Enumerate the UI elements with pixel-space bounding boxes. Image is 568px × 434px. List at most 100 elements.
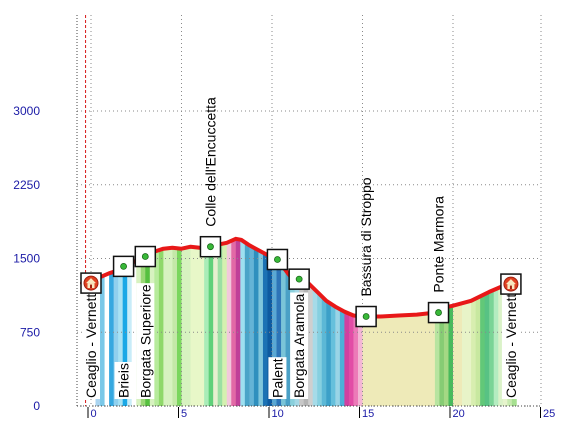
terrain-band <box>186 247 191 406</box>
terrain-band <box>453 305 458 406</box>
terrain-band <box>118 269 124 406</box>
terrain-band <box>439 308 445 406</box>
terrain-band <box>213 245 219 406</box>
terrain-band <box>335 307 341 406</box>
x-tick-label: 15 <box>362 408 374 420</box>
terrain-band <box>100 276 105 406</box>
waypoint-label-bg <box>268 357 287 399</box>
waypoint-marker[interactable] <box>288 268 310 290</box>
terrain-band <box>127 264 133 406</box>
terrain-band <box>113 271 119 406</box>
terrain-band <box>163 248 169 406</box>
terrain-band <box>308 285 314 406</box>
terrain-band <box>258 251 264 406</box>
terrain-band <box>176 248 182 406</box>
waypoint-marker[interactable] <box>134 245 157 268</box>
terrain-band <box>249 246 255 406</box>
terrain-band <box>403 315 409 406</box>
waypoint-marker[interactable] <box>199 235 222 258</box>
waypoint-label: Colle dell'Encuccetta <box>202 97 218 227</box>
terrain-band <box>421 313 427 406</box>
terrain-band <box>244 243 250 406</box>
flag-icon <box>362 313 370 320</box>
terrain-band <box>489 290 495 406</box>
terrain-band <box>394 315 400 406</box>
terrain-band <box>484 293 490 406</box>
terrain-band <box>416 314 422 406</box>
terrain-band <box>262 253 268 406</box>
waypoint-label-bg <box>114 361 133 399</box>
terrain-band <box>466 301 472 406</box>
x-tick-label: 10 <box>272 408 284 420</box>
flag-icon <box>207 243 214 251</box>
terrain-band <box>131 261 137 406</box>
terrain-band <box>457 303 463 406</box>
waypoint-marker[interactable] <box>355 305 377 328</box>
terrain-band <box>348 314 354 406</box>
flag-icon <box>141 253 149 260</box>
terrain-band <box>321 298 327 406</box>
terrain-band <box>122 266 128 406</box>
flag-icon <box>120 262 127 270</box>
waypoint-label-bg <box>290 292 309 399</box>
terrain-band <box>339 310 345 406</box>
terrain-band <box>158 249 164 406</box>
terrain-band <box>276 262 282 406</box>
terrain-band <box>385 316 391 406</box>
y-tick-label: 1500 <box>13 252 40 266</box>
terrain-band <box>312 289 318 406</box>
terrain-band <box>371 316 377 406</box>
flag-icon <box>274 256 281 263</box>
x-tick-label: 20 <box>453 408 465 420</box>
terrain-band <box>344 312 350 406</box>
terrain-band <box>172 247 178 406</box>
terrain-band <box>235 239 241 406</box>
waypoint-label: Ceaglio - Vernetti <box>503 291 519 398</box>
terrain-band <box>195 247 200 406</box>
waypoint-label: Ceaglio - Vernetti <box>83 291 99 398</box>
terrain-band <box>190 246 196 406</box>
x-tick-label: 0 <box>91 408 97 420</box>
waypoint-marker[interactable] <box>112 255 135 278</box>
terrain-band <box>357 316 363 406</box>
y-tick-label: 0 <box>33 399 40 413</box>
home-icon <box>83 275 99 291</box>
terrain-band <box>181 248 187 406</box>
terrain-band <box>272 259 277 406</box>
y-tick-label: 2250 <box>13 178 40 192</box>
waypoint-labels: Ceaglio - Vernetti Brieis Borgata Superior… <box>82 97 520 399</box>
axes: 0 750 1500 2250 3000 0 5 10 15 20 25 <box>13 15 555 420</box>
x-tick-label: 25 <box>543 408 555 420</box>
terrain-band <box>471 299 477 406</box>
terrain-band <box>412 314 418 406</box>
terrain-band <box>376 316 382 406</box>
terrain-band <box>285 273 291 406</box>
terrain-band <box>448 306 454 406</box>
waypoint-marker[interactable] <box>266 248 289 271</box>
terrain-band <box>353 315 359 406</box>
y-tick-label: 750 <box>20 325 40 339</box>
waypoint-label: Bassura di Stroppo <box>358 177 374 296</box>
terrain-band <box>326 302 332 406</box>
waypoint-label-bg <box>501 289 520 399</box>
terrain-band <box>253 248 259 406</box>
waypoint-marker[interactable] <box>427 301 450 324</box>
waypoint-label: Palent <box>269 358 285 398</box>
terrain-band <box>208 246 214 406</box>
waypoint-marker[interactable] <box>500 273 522 295</box>
terrain-band <box>317 294 323 406</box>
terrain-band <box>199 247 205 406</box>
terrain-band <box>475 297 481 406</box>
terrain-band <box>240 240 246 406</box>
waypoint-marker[interactable] <box>80 272 102 294</box>
terrain-band <box>493 288 499 406</box>
waypoint-label: Borgata Superiore <box>137 284 153 398</box>
terrain-band <box>380 316 386 406</box>
waypoint-label: Borgata Aramola <box>291 294 307 398</box>
terrain-band <box>167 247 173 406</box>
waypoint-label-bg <box>82 289 100 399</box>
terrain-bands <box>81 239 517 406</box>
terrain-band <box>498 287 504 406</box>
terrain-band <box>430 312 436 406</box>
